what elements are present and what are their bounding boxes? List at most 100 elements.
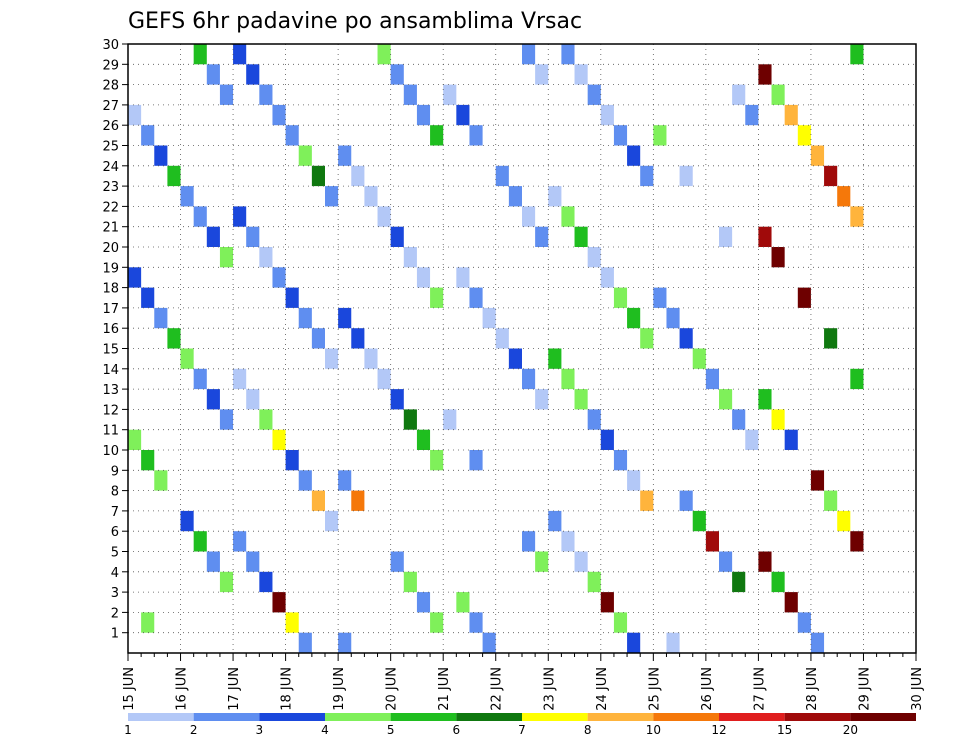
y-tick-label: 9 xyxy=(111,464,119,479)
heatmap-cell xyxy=(666,307,680,329)
heatmap-cell xyxy=(390,226,404,247)
heatmap-cell xyxy=(193,531,207,552)
heatmap-cell xyxy=(193,44,207,65)
legend-swatch xyxy=(522,713,588,721)
heatmap-cell xyxy=(758,64,772,85)
heatmap-cell xyxy=(797,125,811,146)
heatmap-cell xyxy=(771,571,785,593)
heatmap-cell xyxy=(272,592,286,613)
heatmap-cell xyxy=(600,267,614,288)
heatmap-cell xyxy=(850,206,864,227)
heatmap-cell xyxy=(298,307,312,329)
heatmap-cell xyxy=(246,389,260,410)
heatmap-cell xyxy=(246,226,260,247)
heatmap-cell xyxy=(745,429,759,450)
heatmap-cell xyxy=(403,409,417,430)
heatmap-cell xyxy=(797,287,811,308)
heatmap-cell xyxy=(692,510,706,532)
heatmap-cell xyxy=(377,44,391,65)
heatmap-cell xyxy=(837,186,851,207)
y-tick-label: 5 xyxy=(111,546,119,561)
y-tick-label: 8 xyxy=(111,485,119,500)
legend-swatch xyxy=(653,713,719,721)
heatmap-cell xyxy=(548,510,562,532)
heatmap-cell xyxy=(246,551,260,572)
heatmap-cell xyxy=(285,450,299,471)
heatmap-cell xyxy=(193,206,207,227)
heatmap-cell xyxy=(141,125,155,146)
x-tick-label: 25 JUN xyxy=(647,667,662,711)
x-tick-label: 17 JUN xyxy=(227,667,242,711)
heatmap-cell xyxy=(692,348,706,369)
heatmap-cell xyxy=(233,368,247,390)
heatmap-cell xyxy=(837,510,851,532)
heatmap-cell xyxy=(338,307,352,329)
heatmap-cell xyxy=(574,551,588,572)
heatmap-cell xyxy=(403,84,417,105)
heatmap-cell xyxy=(705,531,719,552)
heatmap-cell xyxy=(574,64,588,85)
heatmap-cell xyxy=(456,592,470,613)
y-tick-label: 2 xyxy=(111,606,119,621)
y-tick-label: 16 xyxy=(102,322,119,337)
y-tick-label: 12 xyxy=(102,403,119,418)
heatmap-cell xyxy=(771,409,785,430)
heatmap-cell xyxy=(469,287,483,308)
heatmap-cell xyxy=(325,510,339,532)
heatmap-cell xyxy=(561,44,575,65)
y-tick-label: 21 xyxy=(102,221,119,236)
heatmap-cell xyxy=(154,470,168,491)
heatmap-cell xyxy=(351,490,365,511)
legend-swatch xyxy=(719,713,785,721)
heatmap-cell xyxy=(679,165,693,187)
y-tick-label: 24 xyxy=(102,160,119,175)
y-tick-label: 13 xyxy=(102,383,119,398)
heatmap-cell xyxy=(653,125,667,146)
heatmap-cell xyxy=(600,429,614,450)
heatmap-cell xyxy=(824,165,838,187)
y-tick-label: 23 xyxy=(102,180,119,195)
legend-swatch xyxy=(390,713,457,721)
heatmap-cell xyxy=(311,328,325,349)
heatmap-cell xyxy=(640,165,654,187)
heatmap-cell xyxy=(758,389,772,410)
y-tick-label: 14 xyxy=(102,363,119,378)
x-tick-label: 16 JUN xyxy=(175,667,190,711)
x-tick-label: 28 JUN xyxy=(805,667,820,711)
x-tick-label: 27 JUN xyxy=(752,667,767,711)
heatmap-cell xyxy=(154,307,168,329)
heatmap-cell xyxy=(233,206,247,227)
heatmap-cells xyxy=(128,44,864,653)
heatmap-cell xyxy=(548,348,562,369)
heatmap-cell xyxy=(810,632,825,653)
heatmap-cell xyxy=(325,186,339,207)
heatmap-cell xyxy=(758,226,772,247)
heatmap-cell xyxy=(390,64,404,85)
legend-swatch xyxy=(193,713,260,721)
heatmap-cell xyxy=(613,287,628,308)
x-tick-label: 22 JUN xyxy=(490,667,505,711)
heatmap-cell xyxy=(338,145,352,166)
heatmap-cell xyxy=(508,348,522,369)
x-tick-label: 21 JUN xyxy=(437,667,452,711)
heatmap-cell xyxy=(784,429,798,450)
heatmap-cell xyxy=(206,226,220,247)
heatmap-cell xyxy=(167,328,181,349)
heatmap-cell xyxy=(666,632,680,653)
x-tick-label: 26 JUN xyxy=(700,667,715,711)
y-tick-label: 3 xyxy=(111,586,119,601)
legend-label: 3 xyxy=(256,723,264,737)
y-tick-label: 7 xyxy=(111,505,119,520)
y-tick-label: 20 xyxy=(102,241,119,256)
heatmap-cell xyxy=(627,145,641,166)
legend-swatch xyxy=(587,713,654,721)
heatmap-cell xyxy=(561,368,575,390)
color-legend: 1 2 3 4 5 6 7 8 10 12 15 20 xyxy=(124,713,916,737)
legend-label: 8 xyxy=(584,723,592,737)
heatmap-cell xyxy=(206,551,220,572)
heatmap-cell xyxy=(285,287,299,308)
y-tick-label: 1 xyxy=(111,627,119,642)
heatmap-cell xyxy=(535,551,549,572)
heatmap-cell xyxy=(246,64,260,85)
